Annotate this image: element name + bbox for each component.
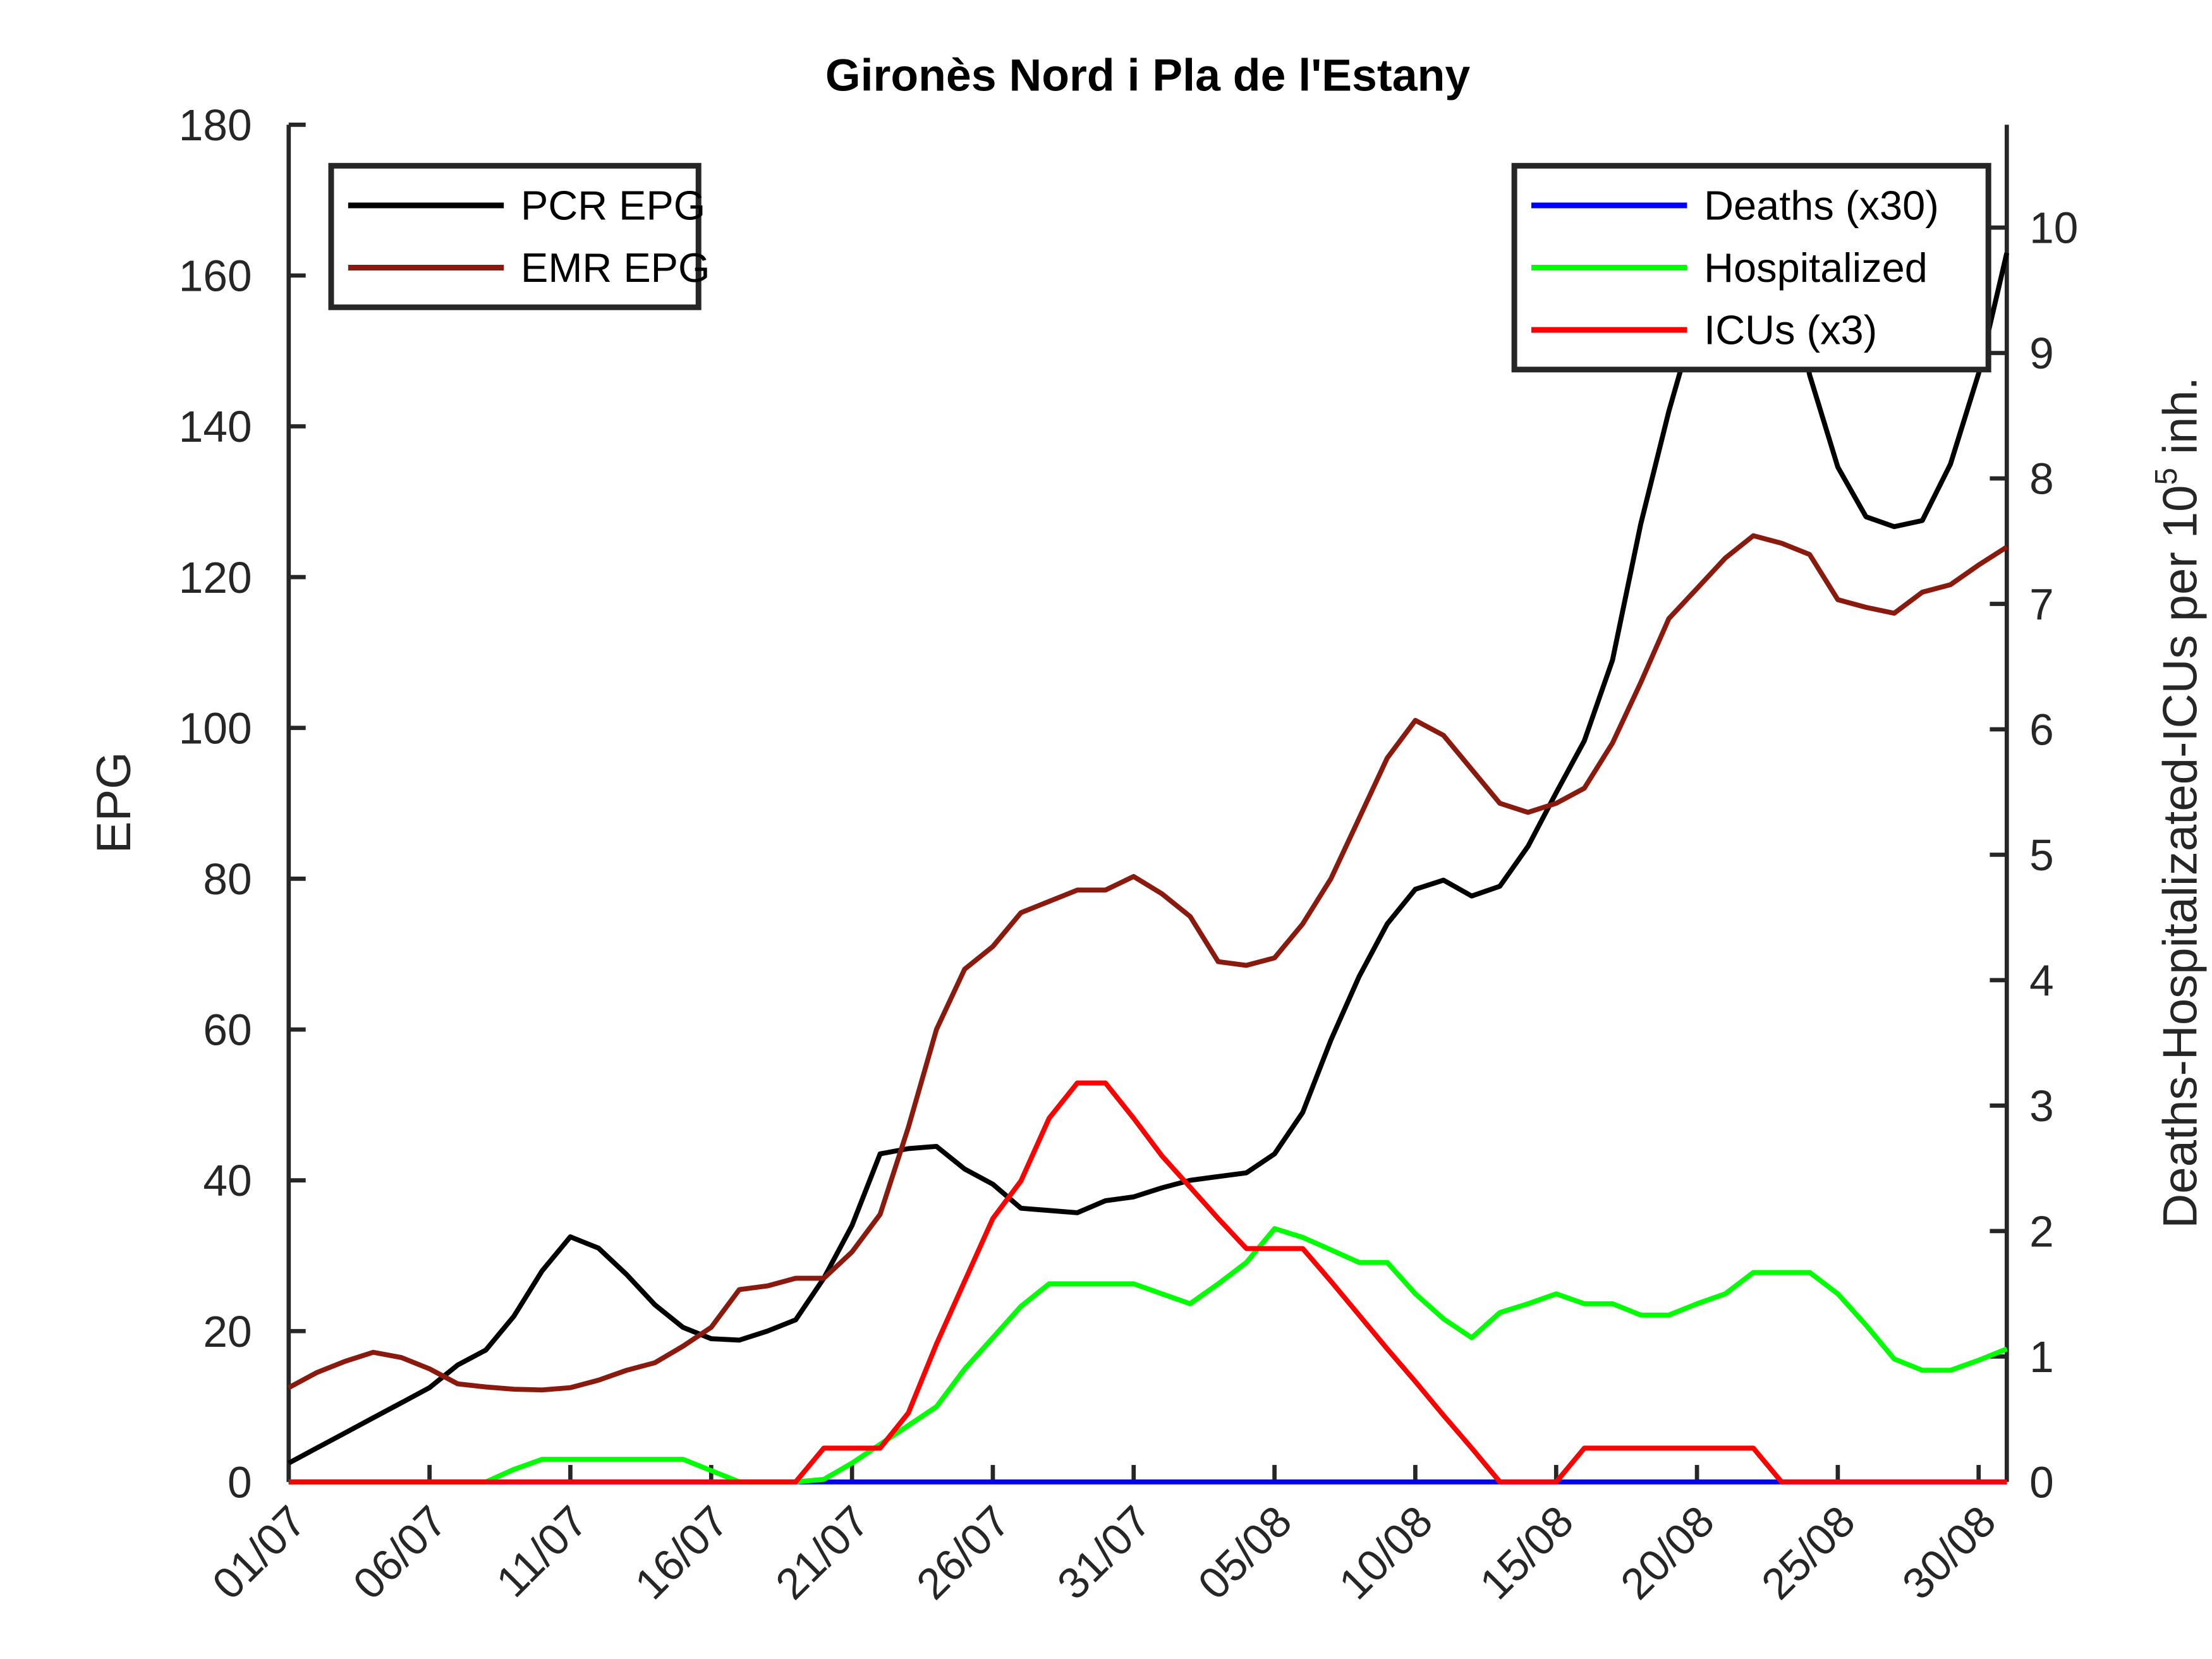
y2-tick-label: 7 [2029, 580, 2054, 629]
y-tick-label: 80 [203, 854, 252, 904]
y-tick-label: 180 [179, 100, 252, 150]
y2-tick-label: 4 [2029, 956, 2054, 1006]
y-tick-label: 160 [179, 252, 252, 301]
y2-label-text: inh. [2153, 377, 2207, 468]
y2-tick-label: 5 [2029, 830, 2054, 880]
legend-label: ICUs (x3) [1704, 307, 1877, 353]
y2-tick-label: 0 [2029, 1457, 2054, 1507]
legend-label: Deaths (x30) [1704, 182, 1939, 228]
series-line [287, 533, 2008, 1393]
series-line [288, 1080, 2007, 1485]
legend-box [328, 162, 702, 310]
y-tick-label: 60 [203, 1006, 252, 1055]
y2-tick-label: 1 [2029, 1332, 2054, 1382]
y2-axis-label: Deaths-Hospitalizated-ICUs per 105 inh. [2149, 377, 2207, 1229]
y-tick-label: 40 [203, 1156, 252, 1205]
y2-label-sup: 5 [2149, 468, 2184, 485]
y2-tick-label: 8 [2029, 454, 2054, 504]
legend-label: Hospitalized [1704, 245, 1928, 291]
y-axis-label: EPG [87, 752, 141, 854]
chart-title: Gironès Nord i Pla de l'Estany [825, 51, 1470, 101]
legend-label: EMR EPG [521, 245, 710, 291]
y2-tick-label: 10 [2029, 204, 2078, 253]
y2-label-text: Deaths-Hospitalizated-ICUs per 10 [2153, 485, 2207, 1228]
y-tick-label: 0 [228, 1457, 252, 1507]
y-tick-label: 100 [179, 703, 252, 753]
y-tick-label: 20 [203, 1307, 252, 1356]
y2-tick-label: 9 [2029, 329, 2054, 378]
y2-tick-label: 6 [2029, 705, 2054, 755]
y-tick-label: 120 [179, 553, 252, 602]
y-tick-label: 140 [179, 402, 252, 451]
y2-tick-label: 2 [2029, 1206, 2054, 1256]
y2-tick-label: 3 [2029, 1081, 2054, 1131]
series-line [288, 1226, 2008, 1485]
legend-label: PCR EPG [521, 182, 705, 228]
